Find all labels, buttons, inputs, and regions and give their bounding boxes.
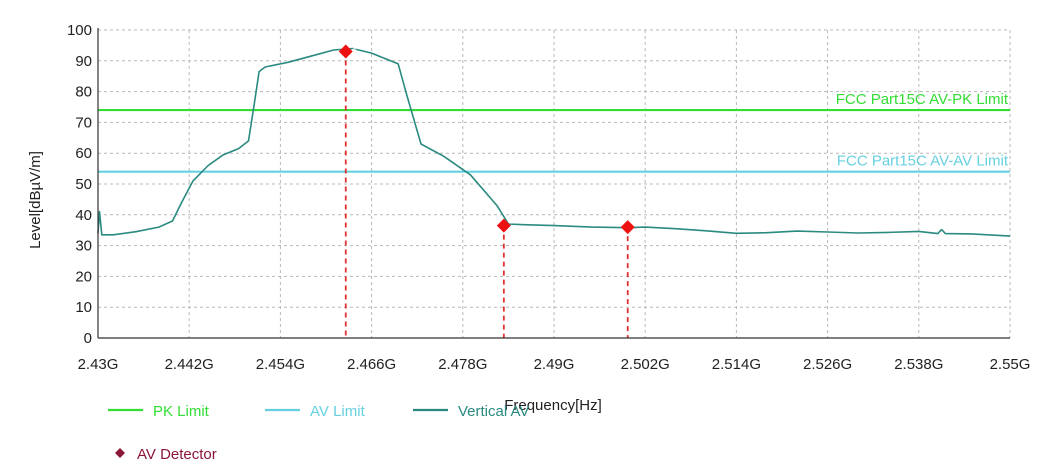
series-layer: [97, 47, 1011, 237]
y-tick-label: 70: [75, 114, 92, 131]
x-tick-label: 2.514G: [712, 356, 761, 373]
y-tick-label: 20: [75, 268, 92, 285]
y-tick-label: 60: [75, 145, 92, 162]
y-tick-label: 100: [67, 22, 92, 39]
y-tick-label: 40: [75, 207, 92, 224]
axis-layer: [97, 28, 1010, 339]
limit-label: FCC Part15C AV-PK Limit: [836, 91, 1009, 108]
legend-label: AV Limit: [310, 403, 366, 420]
y-tick-label: 30: [75, 238, 92, 255]
x-tick-label: 2.49G: [534, 356, 575, 373]
marker-number: 2: [510, 216, 515, 226]
y-tick-label: 0: [84, 330, 92, 347]
legend-label: Vertical AV: [458, 403, 529, 420]
x-tick-label: 2.466G: [347, 356, 396, 373]
legend: PK Limit AV Limit Vertical AV AV Detector: [108, 403, 529, 463]
y-tick-label: 80: [75, 84, 92, 101]
x-tick-label: 2.478G: [438, 356, 487, 373]
grid-layer: [98, 29, 1011, 338]
marker-number: 3: [634, 217, 639, 227]
marker-diamond: [620, 220, 635, 235]
marker-diamond: [496, 218, 511, 233]
x-axis-title: Frequency[Hz]: [504, 397, 602, 414]
x-tick-label: 2.55G: [990, 356, 1031, 373]
limit-label: FCC Part15C AV-AV Limit: [837, 153, 1009, 170]
x-tick-label: 2.538G: [894, 356, 943, 373]
y-axis-title: Level[dBµV/m]: [27, 151, 44, 249]
tick-layer: 0 10 20 30 40 50 60 70 80 90 100 2.43G 2.442G 2.454G 2…: [67, 22, 1030, 373]
series-line: [97, 47, 1011, 237]
x-tick-label: 2.454G: [256, 356, 305, 373]
y-tick-label: 90: [75, 53, 92, 70]
marker-diamond: [338, 44, 353, 59]
marker-layer: 1 2 3: [338, 42, 639, 338]
x-tick-label: 2.43G: [78, 356, 119, 373]
legend-label: AV Detector: [137, 446, 217, 463]
x-tick-label: 2.526G: [803, 356, 852, 373]
x-tick-label: 2.442G: [165, 356, 214, 373]
legend-swatch: [115, 448, 125, 458]
y-tick-label: 10: [75, 299, 92, 316]
y-tick-label: 50: [75, 176, 92, 193]
limit-layer: FCC Part15C AV-PK Limit FCC Part15C AV-AV…: [98, 91, 1010, 173]
legend-label: PK Limit: [153, 403, 210, 420]
marker-number: 1: [352, 42, 357, 52]
x-tick-label: 2.502G: [621, 356, 670, 373]
